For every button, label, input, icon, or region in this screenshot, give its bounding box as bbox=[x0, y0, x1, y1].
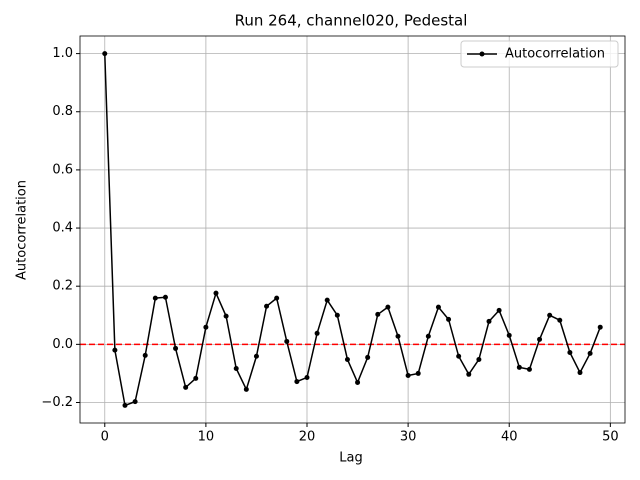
data-point bbox=[122, 402, 128, 408]
data-point bbox=[132, 399, 138, 405]
data-point bbox=[274, 295, 280, 301]
data-point bbox=[142, 352, 148, 358]
legend-marker bbox=[479, 51, 485, 57]
data-point bbox=[233, 365, 239, 371]
chart-title: Run 264, channel020, Pedestal bbox=[235, 12, 468, 30]
x-tick-label: 50 bbox=[602, 430, 619, 445]
y-tick-label: 1.0 bbox=[52, 46, 73, 61]
data-point bbox=[446, 316, 452, 322]
data-point bbox=[193, 375, 199, 381]
data-point bbox=[395, 333, 401, 339]
data-point bbox=[294, 379, 300, 385]
data-point bbox=[557, 317, 563, 323]
data-point bbox=[365, 354, 371, 360]
data-point bbox=[547, 312, 553, 318]
plot-frame bbox=[79, 35, 626, 424]
data-point bbox=[405, 372, 411, 378]
x-tick-label: 40 bbox=[501, 430, 518, 445]
data-point bbox=[223, 313, 229, 319]
y-tick-label: 0.0 bbox=[52, 337, 73, 352]
data-point bbox=[334, 312, 340, 318]
data-point bbox=[526, 366, 532, 372]
y-tick-label: 0.6 bbox=[52, 162, 73, 177]
data-point bbox=[284, 338, 290, 344]
x-tick-label: 20 bbox=[299, 430, 316, 445]
y-tick-label: −0.2 bbox=[41, 395, 73, 410]
y-axis-label: Autocorrelation bbox=[15, 180, 30, 280]
data-point bbox=[567, 349, 573, 355]
data-point bbox=[577, 370, 583, 376]
data-point bbox=[375, 311, 381, 317]
data-point bbox=[587, 350, 593, 356]
data-point bbox=[253, 353, 259, 359]
data-point bbox=[102, 51, 108, 57]
data-point bbox=[506, 332, 512, 338]
data-point bbox=[466, 371, 472, 377]
y-tick-label: 0.4 bbox=[52, 221, 73, 236]
data-point bbox=[324, 297, 330, 303]
data-point bbox=[456, 353, 462, 359]
data-point bbox=[243, 386, 249, 392]
data-point bbox=[486, 318, 492, 324]
data-point bbox=[476, 356, 482, 362]
y-tick-label: 0.2 bbox=[52, 279, 73, 294]
data-point bbox=[597, 324, 603, 330]
data-point bbox=[173, 345, 179, 351]
data-point bbox=[264, 303, 270, 309]
data-point bbox=[213, 290, 219, 296]
data-point bbox=[183, 384, 189, 390]
x-tick-label: 0 bbox=[101, 430, 109, 445]
data-point bbox=[537, 336, 543, 342]
x-axis-label: Lag bbox=[339, 451, 362, 466]
data-point bbox=[344, 356, 350, 362]
x-tick-label: 30 bbox=[400, 430, 417, 445]
x-tick-label: 10 bbox=[198, 430, 215, 445]
data-point bbox=[162, 294, 168, 300]
data-point bbox=[425, 333, 431, 339]
data-point bbox=[203, 324, 209, 330]
legend-label: Autocorrelation bbox=[505, 47, 605, 62]
data-point bbox=[415, 370, 421, 376]
data-point bbox=[112, 347, 118, 353]
data-point bbox=[304, 374, 310, 380]
legend-box bbox=[460, 40, 619, 68]
data-point bbox=[385, 304, 391, 310]
data-point bbox=[516, 364, 522, 370]
data-point bbox=[496, 307, 502, 313]
data-point bbox=[152, 295, 158, 301]
data-point bbox=[355, 379, 361, 385]
y-tick-label: 0.8 bbox=[52, 104, 73, 119]
data-point bbox=[435, 304, 441, 310]
data-point bbox=[314, 330, 320, 336]
